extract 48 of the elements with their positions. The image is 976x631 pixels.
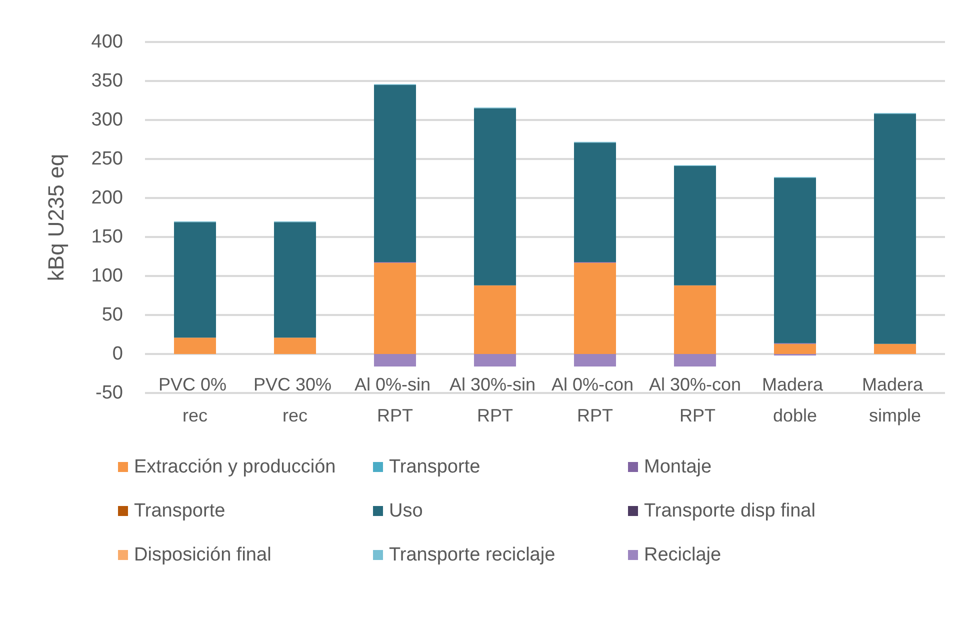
y-tick-label: 0 xyxy=(112,344,123,364)
bar xyxy=(574,142,616,262)
bar xyxy=(574,354,616,366)
legend-label: Transporte xyxy=(134,500,226,522)
bar xyxy=(674,354,716,366)
y-tick-label: 400 xyxy=(91,32,123,52)
bar xyxy=(374,262,416,354)
bar xyxy=(674,285,716,354)
x-tick-label: PVC 30% rec xyxy=(253,374,337,426)
y-tick-label: 250 xyxy=(91,148,123,170)
y-tick-label: -50 xyxy=(96,382,123,404)
x-tick-label: Al 0%-con RPT xyxy=(551,374,639,426)
y-tick-label: 350 xyxy=(91,70,123,92)
bar xyxy=(774,344,816,354)
bar xyxy=(274,338,316,354)
legend-label: Transporte disp final xyxy=(644,500,816,522)
x-tick-label: PVC 0% rec xyxy=(158,374,232,426)
y-tick-label: 300 xyxy=(91,110,123,130)
legend-label: Extracción y producción xyxy=(134,456,336,478)
bar xyxy=(474,285,516,354)
y-axis-title: kBq U235 eq xyxy=(44,154,68,282)
legend-label: Uso xyxy=(389,500,423,522)
x-tick-label: Madera doble xyxy=(762,374,828,426)
bar xyxy=(874,114,916,344)
bar xyxy=(474,108,516,286)
y-tick-label: 200 xyxy=(91,188,123,208)
bar xyxy=(374,354,416,366)
x-tick-label: Madera simple xyxy=(862,374,928,426)
x-tick-label: Al 0%-sin RPT xyxy=(354,374,436,426)
bar xyxy=(874,344,916,354)
bar xyxy=(174,222,216,338)
legend-label: Transporte reciclaje xyxy=(389,544,556,566)
bar xyxy=(374,84,416,262)
bar xyxy=(774,178,816,344)
legend-label: Transporte xyxy=(389,456,480,478)
y-tick-label: 50 xyxy=(102,304,123,326)
bar xyxy=(574,262,616,354)
y-tick-label: 100 xyxy=(91,266,123,286)
legend-label: Reciclaje xyxy=(644,544,722,566)
legend-label: Disposición final xyxy=(134,544,272,566)
bar xyxy=(674,166,716,286)
bar xyxy=(274,222,316,338)
bar xyxy=(174,338,216,354)
legend-label: Montaje xyxy=(644,456,712,478)
x-tick-label: Al 30%-sin RPT xyxy=(449,374,541,426)
x-tick-label: Al 30%-con RPT xyxy=(648,374,742,426)
y-tick-label: 150 xyxy=(91,226,123,248)
bar xyxy=(474,354,516,366)
